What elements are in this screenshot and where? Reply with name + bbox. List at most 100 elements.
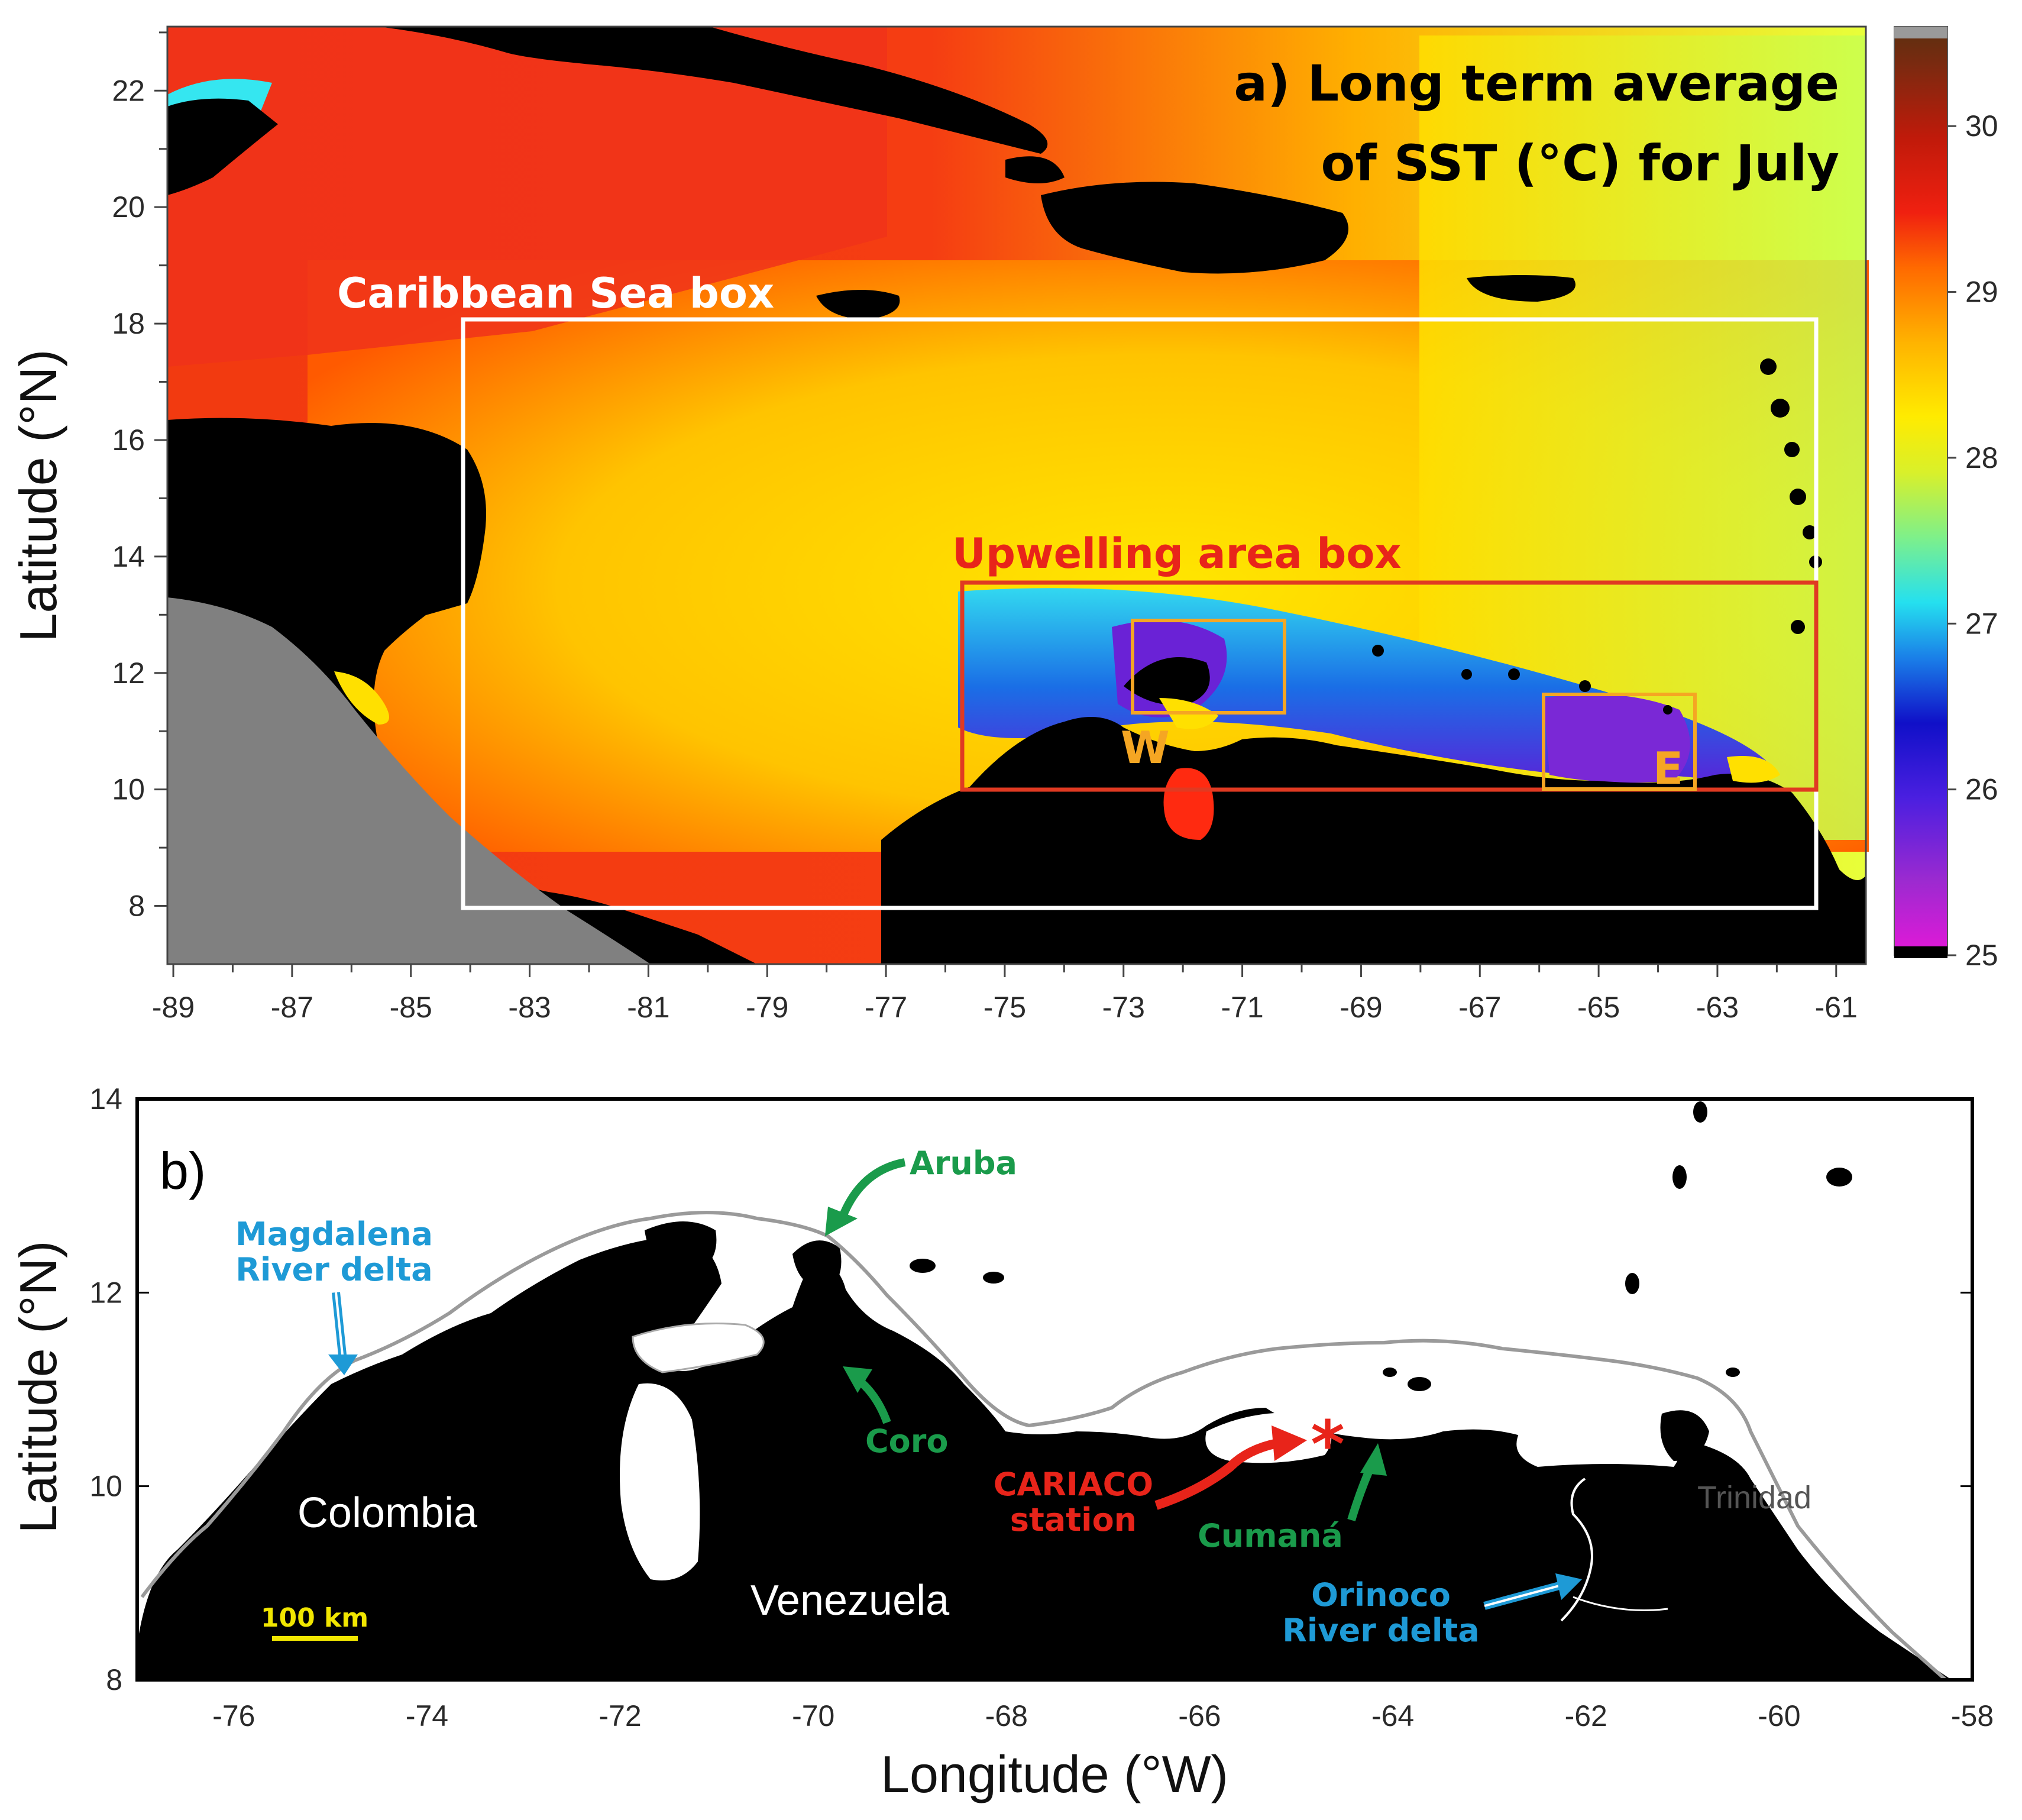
trinidad-warm-patch bbox=[1727, 756, 1780, 783]
magdalena-label-line2: River delta bbox=[235, 1251, 432, 1288]
cumana-label: Cumaná bbox=[1198, 1517, 1343, 1554]
gulf-venezuela-b bbox=[632, 1323, 765, 1373]
a-y-tick-label: 16 bbox=[112, 424, 145, 457]
panel-a-title-line2: of SST (°C) for July bbox=[1321, 134, 1839, 192]
colorbar-ticks: 25 26 27 28 29 30 bbox=[1947, 109, 1998, 972]
panel-a-frame bbox=[166, 25, 1867, 965]
outside-domain-grey bbox=[167, 597, 651, 964]
a-x-tick-label: -73 bbox=[1102, 991, 1145, 1024]
lesser-antilles bbox=[1372, 358, 1822, 715]
trinidad-label: Trinidad bbox=[1697, 1480, 1811, 1515]
panel-a-y-ticks: 8 10 12 14 16 18 20 22 bbox=[112, 31, 167, 923]
lake-maracaibo-b bbox=[620, 1383, 700, 1580]
cariaco-arrowhead bbox=[1272, 1425, 1307, 1461]
a-x-tick-label: -71 bbox=[1221, 991, 1263, 1024]
a-y-tick-label: 8 bbox=[128, 890, 145, 923]
orinoco-label-line1: Orinoco bbox=[1311, 1576, 1451, 1614]
magdalena-arrow-inner bbox=[335, 1292, 344, 1361]
gulf-warm-region bbox=[167, 27, 887, 367]
cumana-arrowhead bbox=[1360, 1443, 1387, 1476]
b-x-tick-label: -62 bbox=[1565, 1699, 1607, 1732]
b-x-tick-label: -72 bbox=[598, 1699, 641, 1732]
a-x-tick-label: -87 bbox=[271, 991, 313, 1024]
b-y-tick-label: 10 bbox=[89, 1470, 122, 1503]
caribbean-box-label: Caribbean Sea box bbox=[337, 269, 774, 318]
colorbar-tick-label: 30 bbox=[1965, 109, 1998, 143]
a-x-tick-label: -81 bbox=[627, 991, 669, 1024]
colorbar-bottom-cap bbox=[1894, 946, 1947, 958]
coro-arrowhead bbox=[843, 1366, 872, 1393]
a-y-tick-label: 10 bbox=[112, 773, 145, 806]
b-y-tick-label: 12 bbox=[89, 1276, 122, 1309]
islands-b bbox=[910, 1101, 1852, 1582]
a-x-tick-label: -65 bbox=[1577, 991, 1620, 1024]
a-x-tick-label: -75 bbox=[983, 991, 1026, 1024]
orinoco-label-line2: River delta bbox=[1282, 1612, 1479, 1649]
land-guajira bbox=[1124, 657, 1210, 705]
a-y-tick-label: 20 bbox=[112, 190, 145, 224]
magdalena-arrowhead bbox=[328, 1355, 358, 1375]
upwelling-area-box bbox=[960, 580, 1819, 792]
lake-maracaibo-warm bbox=[1163, 768, 1214, 840]
venezuela-label: Venezuela bbox=[750, 1577, 950, 1624]
b-y-tick-label: 8 bbox=[106, 1663, 122, 1696]
cariaco-basin-b bbox=[1205, 1412, 1332, 1463]
panel-b-y-axis-title: Latitude (°N) bbox=[9, 1241, 67, 1534]
a-x-tick-label: -89 bbox=[152, 991, 195, 1024]
cariaco-label-line1: CARIACO bbox=[994, 1466, 1153, 1503]
b-x-tick-label: -76 bbox=[212, 1699, 255, 1732]
b-x-tick-label: -68 bbox=[985, 1699, 1028, 1732]
colorbar-tick-label: 29 bbox=[1965, 276, 1998, 309]
land-hispaniola bbox=[1041, 182, 1348, 274]
panel-b-y-ticks: 8 10 12 14 bbox=[89, 1082, 1972, 1696]
peninsula-guajira-b bbox=[645, 1221, 717, 1278]
b-x-tick-label: -64 bbox=[1371, 1699, 1414, 1732]
a-x-tick-label: -67 bbox=[1458, 991, 1501, 1024]
gulf-paria-b bbox=[1516, 1415, 1680, 1467]
purple-core-east bbox=[1544, 694, 1690, 783]
cariaco-station-marker: * bbox=[1311, 1407, 1345, 1482]
b-x-tick-label: -60 bbox=[1758, 1699, 1800, 1732]
colorbar-tick-label: 25 bbox=[1965, 939, 1998, 972]
land-south-america-b bbox=[137, 1236, 1952, 1680]
a-y-tick-label: 22 bbox=[112, 74, 145, 107]
colorbar-tick-label: 27 bbox=[1965, 607, 1998, 640]
b-x-tick-label: -66 bbox=[1178, 1699, 1221, 1732]
panel-b-x-ticks: -76 -74 -72 -70 -68 -66 -64 -62 -60 -58 bbox=[212, 1668, 1994, 1732]
cariaco-arrow bbox=[1154, 1438, 1279, 1510]
sst-map-panel: Caribbean Sea box Upwelling area box W E… bbox=[9, 25, 1998, 1024]
orinoco-arrow-inner bbox=[1484, 1584, 1562, 1607]
w-box-label: W bbox=[1121, 722, 1170, 774]
e-box-label: E bbox=[1653, 742, 1683, 794]
aruba-arrowhead bbox=[825, 1207, 858, 1236]
b-x-tick-label: -58 bbox=[1951, 1699, 1994, 1732]
a-x-tick-label: -85 bbox=[390, 991, 432, 1024]
b-y-tick-label: 14 bbox=[89, 1082, 122, 1116]
aruba-label: Aruba bbox=[910, 1145, 1017, 1182]
colorbar-tick-label: 26 bbox=[1965, 773, 1998, 806]
land-jamaica bbox=[816, 290, 900, 319]
b-x-tick-label: -74 bbox=[406, 1699, 448, 1732]
land-yucatan bbox=[167, 98, 278, 195]
panel-b-frame bbox=[135, 1097, 1974, 1682]
b-x-tick-label: -70 bbox=[792, 1699, 834, 1732]
e-box bbox=[1542, 693, 1697, 791]
panel-a-y-axis-title: Latitude (°N) bbox=[9, 350, 67, 642]
orinoco-river-b bbox=[1560, 1478, 1593, 1622]
upwelling-box-label: Upwelling area box bbox=[952, 529, 1402, 578]
magdalena-label-line1: Magdalena bbox=[235, 1216, 433, 1253]
colorbar-gradient bbox=[1894, 26, 1948, 956]
coro-label: Coro bbox=[865, 1423, 948, 1460]
orinoco-arrowhead bbox=[1555, 1573, 1582, 1600]
colorbar-tick-label: 28 bbox=[1965, 441, 1998, 474]
colorbar-top-cap bbox=[1894, 27, 1947, 38]
panel-b-label: b) bbox=[160, 1142, 206, 1200]
land-south-america bbox=[881, 717, 1866, 964]
a-y-tick-label: 12 bbox=[112, 657, 145, 690]
a-x-tick-label: -79 bbox=[746, 991, 788, 1024]
a-x-tick-label: -69 bbox=[1340, 991, 1382, 1024]
lake-nicaragua bbox=[334, 671, 389, 725]
coastline-map-panel: -76 -74 -72 -70 -68 -66 -64 -62 -60 -58 8 10 12 14 L… bbox=[9, 1082, 1994, 1803]
peninsula-paraguana-b bbox=[792, 1240, 842, 1289]
